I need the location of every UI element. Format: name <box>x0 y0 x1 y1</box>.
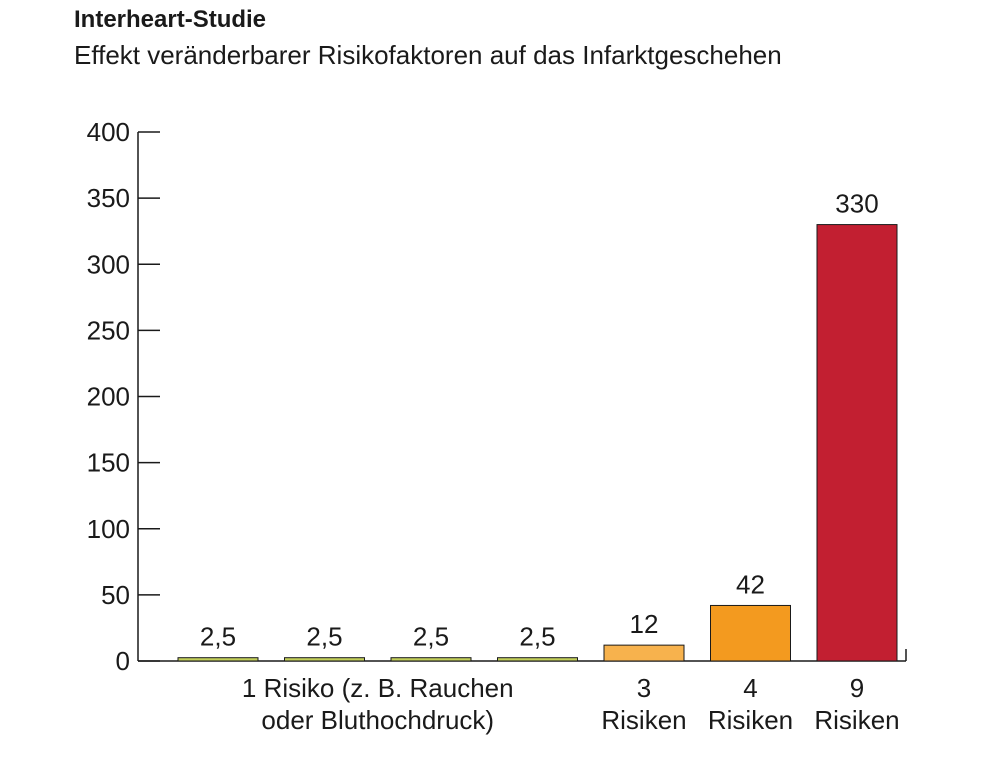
bar-value-label: 2,5 <box>306 622 342 652</box>
bar <box>497 657 578 662</box>
y-tick-label: 200 <box>87 382 130 412</box>
x-category-label: 9 <box>850 673 864 703</box>
bar <box>603 644 685 662</box>
x-category-label: 1 Risiko (z. B. Rauchen <box>242 673 514 703</box>
x-category-label: oder Bluthochdruck) <box>261 705 494 735</box>
bar <box>816 224 898 662</box>
y-tick-label: 400 <box>87 117 130 147</box>
y-tick-label: 0 <box>116 646 130 676</box>
bar <box>177 657 259 662</box>
y-tick-label: 150 <box>87 448 130 478</box>
bar-value-label: 42 <box>736 569 765 599</box>
y-tick-label: 250 <box>87 315 130 345</box>
x-category-label: Risiken <box>601 705 686 735</box>
y-tick-label: 350 <box>87 183 130 213</box>
y-tick-label: 300 <box>87 249 130 279</box>
bar <box>284 657 365 662</box>
bar-value-label: 2,5 <box>200 622 236 652</box>
y-tick-label: 50 <box>101 580 130 610</box>
bar <box>710 604 791 662</box>
x-category-label: 4 <box>743 673 757 703</box>
chart-subtitle: Effekt veränderbarer Risikofaktoren auf … <box>74 40 782 70</box>
bar-value-label: 2,5 <box>519 622 555 652</box>
bar-value-label: 12 <box>630 609 659 639</box>
bar-value-label: 2,5 <box>413 622 449 652</box>
chart-title: Interheart-Studie <box>74 6 267 33</box>
x-category-label: Risiken <box>708 705 793 735</box>
x-category-label: Risiken <box>814 705 899 735</box>
bar <box>390 657 472 662</box>
y-tick-label: 100 <box>87 514 130 544</box>
x-category-label: 3 <box>637 673 651 703</box>
bar-value-label: 330 <box>835 189 878 219</box>
